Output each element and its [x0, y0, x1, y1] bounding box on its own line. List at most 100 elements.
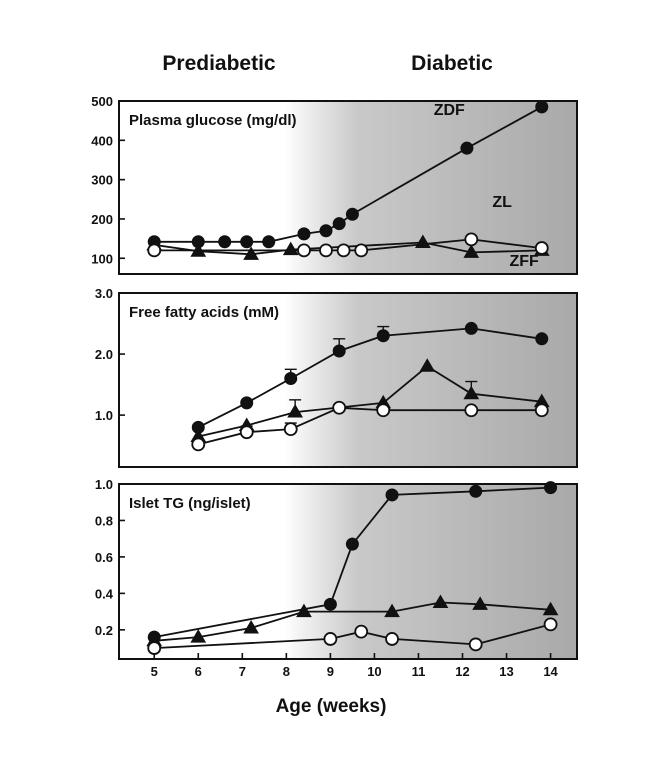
data-point [218, 235, 232, 249]
data-point [345, 537, 359, 551]
data-point [243, 246, 259, 260]
series-annotation: ZFF [509, 253, 539, 270]
series-zff [147, 617, 558, 655]
series-zff [191, 400, 549, 452]
data-point [376, 329, 390, 343]
data-point [385, 488, 399, 502]
chart-panels: Plasma glucose (mg/dl) 100 200 300 400 500 ZDF… [91, 94, 578, 660]
y-tick-label: 1.0 [95, 477, 113, 492]
data-point [469, 484, 483, 498]
x-tick-label: 12 [455, 664, 469, 679]
series-zl [146, 594, 559, 647]
data-point [240, 396, 254, 410]
x-tick-label: 9 [327, 664, 334, 679]
data-point [332, 217, 346, 231]
chart-panel: Plasma glucose (mg/dl) 100 200 300 400 500 ZDF… [91, 94, 578, 275]
series-annotation: ZDF [434, 102, 465, 119]
data-point [297, 227, 311, 241]
y-tick-label: 3.0 [95, 286, 113, 301]
x-tick-label: 7 [239, 664, 246, 679]
data-point [282, 241, 299, 256]
series-zff [147, 232, 549, 258]
x-tick-label: 11 [412, 664, 426, 679]
y-tick-label: 0.6 [95, 550, 113, 565]
data-point [432, 594, 449, 608]
chart-panel: Free fatty acids (mM) 1.0 2.0 3.0 [95, 286, 578, 468]
y-tick-label: 0.2 [95, 623, 113, 638]
y-tick-label: 1.0 [95, 408, 113, 423]
data-point [240, 235, 254, 249]
data-point [147, 243, 162, 258]
panel-title: Free fatty acids (mM) [129, 304, 279, 321]
data-point [463, 244, 480, 258]
data-point [460, 141, 474, 155]
data-point [239, 425, 254, 440]
data-point [284, 371, 298, 385]
panel-frame [118, 292, 578, 468]
series-line [154, 623, 551, 649]
y-tick-label: 0.4 [95, 586, 114, 601]
data-point [319, 243, 333, 258]
y-tick-label: 0.8 [95, 513, 113, 528]
data-point [191, 437, 206, 452]
data-point [535, 332, 549, 346]
data-point [464, 403, 479, 418]
data-point [534, 403, 549, 418]
x-tick-label: 8 [283, 664, 290, 679]
x-tick-label: 5 [151, 664, 158, 679]
data-point [345, 207, 359, 221]
y-tick-label: 2.0 [95, 347, 113, 362]
data-point [468, 637, 483, 652]
x-tick-label: 14 [543, 664, 558, 679]
data-point [535, 100, 549, 114]
panel-frame [118, 100, 578, 275]
x-tick-label: 10 [367, 664, 381, 679]
data-point [419, 358, 436, 372]
y-tick-label: 300 [91, 173, 113, 188]
data-point [190, 629, 207, 643]
data-point [297, 243, 311, 258]
prediabetic-label: Prediabetic [162, 52, 276, 75]
data-point [283, 422, 298, 437]
data-point [354, 624, 369, 639]
data-point [376, 403, 391, 418]
data-point [323, 632, 338, 646]
y-tick-label: 500 [91, 94, 113, 109]
data-point [332, 400, 347, 415]
series-zdf [191, 321, 549, 434]
chart-panel: Islet TG (ng/islet) 0.2 0.4 0.6 0.8 1.0 [95, 477, 578, 660]
data-point [534, 241, 549, 255]
panel-title: Plasma glucose (mg/dl) [129, 112, 297, 129]
data-point [319, 224, 333, 238]
data-point [354, 243, 369, 258]
data-point [464, 232, 479, 247]
series-zdf [147, 100, 549, 249]
data-point [463, 385, 480, 400]
y-tick-label: 200 [91, 212, 113, 227]
data-point [287, 404, 304, 418]
data-point [472, 596, 488, 610]
panel-frame [118, 483, 578, 660]
series-annotation: ZL [492, 194, 512, 211]
diabetic-label: Diabetic [411, 52, 493, 75]
data-point [336, 243, 351, 258]
x-tick-label: 6 [195, 664, 202, 679]
x-axis-label: Age (weeks) [276, 696, 387, 717]
x-axis: 5 6 7 8 9 10 11 12 13 14 [151, 653, 559, 679]
data-point [542, 601, 559, 616]
panel-title: Islet TG (ng/islet) [129, 495, 251, 512]
data-point [543, 617, 558, 632]
data-point [332, 344, 346, 358]
data-point [384, 603, 400, 618]
series-line [154, 601, 551, 642]
data-point [464, 321, 478, 335]
data-point [243, 620, 259, 634]
y-tick-label: 100 [91, 251, 113, 266]
y-tick-label: 400 [91, 133, 113, 148]
data-point [296, 603, 312, 618]
data-point [323, 597, 337, 611]
data-point [147, 641, 162, 655]
data-point [262, 235, 276, 249]
data-point [385, 632, 399, 646]
